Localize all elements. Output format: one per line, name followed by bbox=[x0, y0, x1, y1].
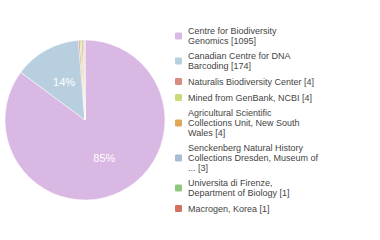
svg-text:Genomics [1095]: Genomics [1095] bbox=[188, 36, 256, 46]
svg-text:Canadian Centre for DNA: Canadian Centre for DNA bbox=[188, 51, 291, 61]
svg-text:Mined from GenBank, NCBI [4]: Mined from GenBank, NCBI [4] bbox=[188, 93, 312, 103]
svg-text:Wales [4]: Wales [4] bbox=[188, 128, 225, 138]
svg-text:Barcoding [174]: Barcoding [174] bbox=[188, 61, 251, 71]
svg-text:... [3]: ... [3] bbox=[188, 163, 208, 173]
svg-text:Department of Biology [1]: Department of Biology [1] bbox=[188, 188, 290, 198]
svg-text:Senckenberg Natural History: Senckenberg Natural History bbox=[188, 143, 304, 153]
svg-text:Macrogen, Korea [1]: Macrogen, Korea [1] bbox=[188, 204, 270, 214]
svg-text:85%: 85% bbox=[93, 152, 115, 164]
svg-text:Collections Dresden, Museum of: Collections Dresden, Museum of bbox=[188, 153, 319, 163]
svg-text:Collections Unit, New South: Collections Unit, New South bbox=[188, 118, 300, 128]
svg-text:14%: 14% bbox=[53, 76, 75, 88]
svg-text:Universita di Firenze,: Universita di Firenze, bbox=[188, 178, 273, 188]
svg-text:Centre for Biodiversity: Centre for Biodiversity bbox=[188, 26, 277, 36]
svg-text:Naturalis Biodiversity Center: Naturalis Biodiversity Center [4] bbox=[188, 77, 314, 87]
svg-text:Agricultural Scientific: Agricultural Scientific bbox=[188, 108, 272, 118]
